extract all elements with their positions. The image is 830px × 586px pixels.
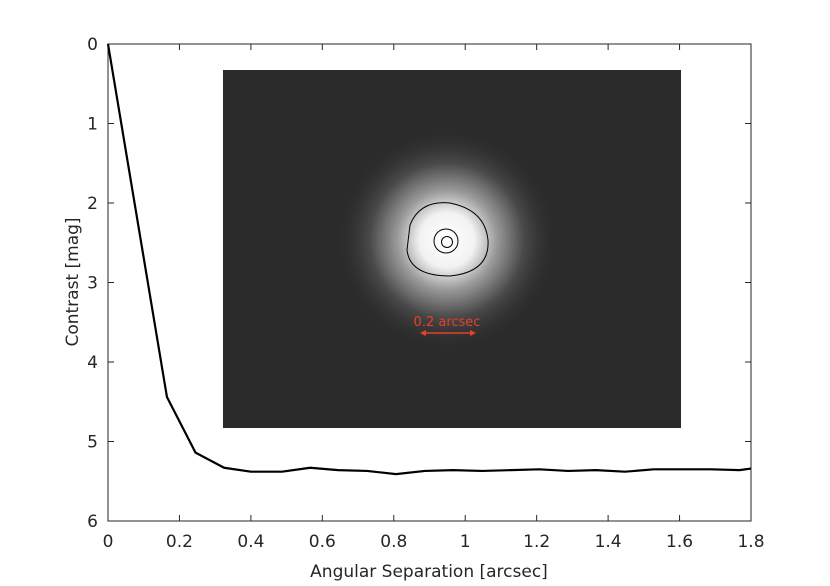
x-tick-label: 0.6 xyxy=(309,532,336,552)
annotation: 0.2 arcsec xyxy=(414,315,481,330)
data-line xyxy=(106,43,752,476)
y-tick-label: 6 xyxy=(87,512,98,532)
y-tick-label: 0 xyxy=(87,35,98,55)
x-tick-label: 1 xyxy=(460,532,471,552)
x-tick-label: 1.2 xyxy=(523,532,550,552)
x-tick-label: 1.4 xyxy=(595,532,622,552)
y-tick-label: 5 xyxy=(87,433,98,453)
y-tick-label: 4 xyxy=(87,353,98,373)
x-tick-label: 0.4 xyxy=(237,532,264,552)
x-axis-label: Angular Separation [arcsec] xyxy=(310,562,548,582)
x-tick-label: 0.2 xyxy=(166,532,193,552)
y-tick-label: 1 xyxy=(87,115,98,135)
y-tick-label: 2 xyxy=(87,194,98,214)
x-tick-label: 1.8 xyxy=(737,532,764,552)
x-tick-label: 1.6 xyxy=(666,532,693,552)
y-axis-label: Contrast [mag] xyxy=(63,217,83,346)
x-tick-label: 0 xyxy=(103,532,114,552)
y-tick-label: 3 xyxy=(87,274,98,294)
x-tick-label: 0.8 xyxy=(380,532,407,552)
inset-image: 0.2 arcsec xyxy=(223,70,681,428)
